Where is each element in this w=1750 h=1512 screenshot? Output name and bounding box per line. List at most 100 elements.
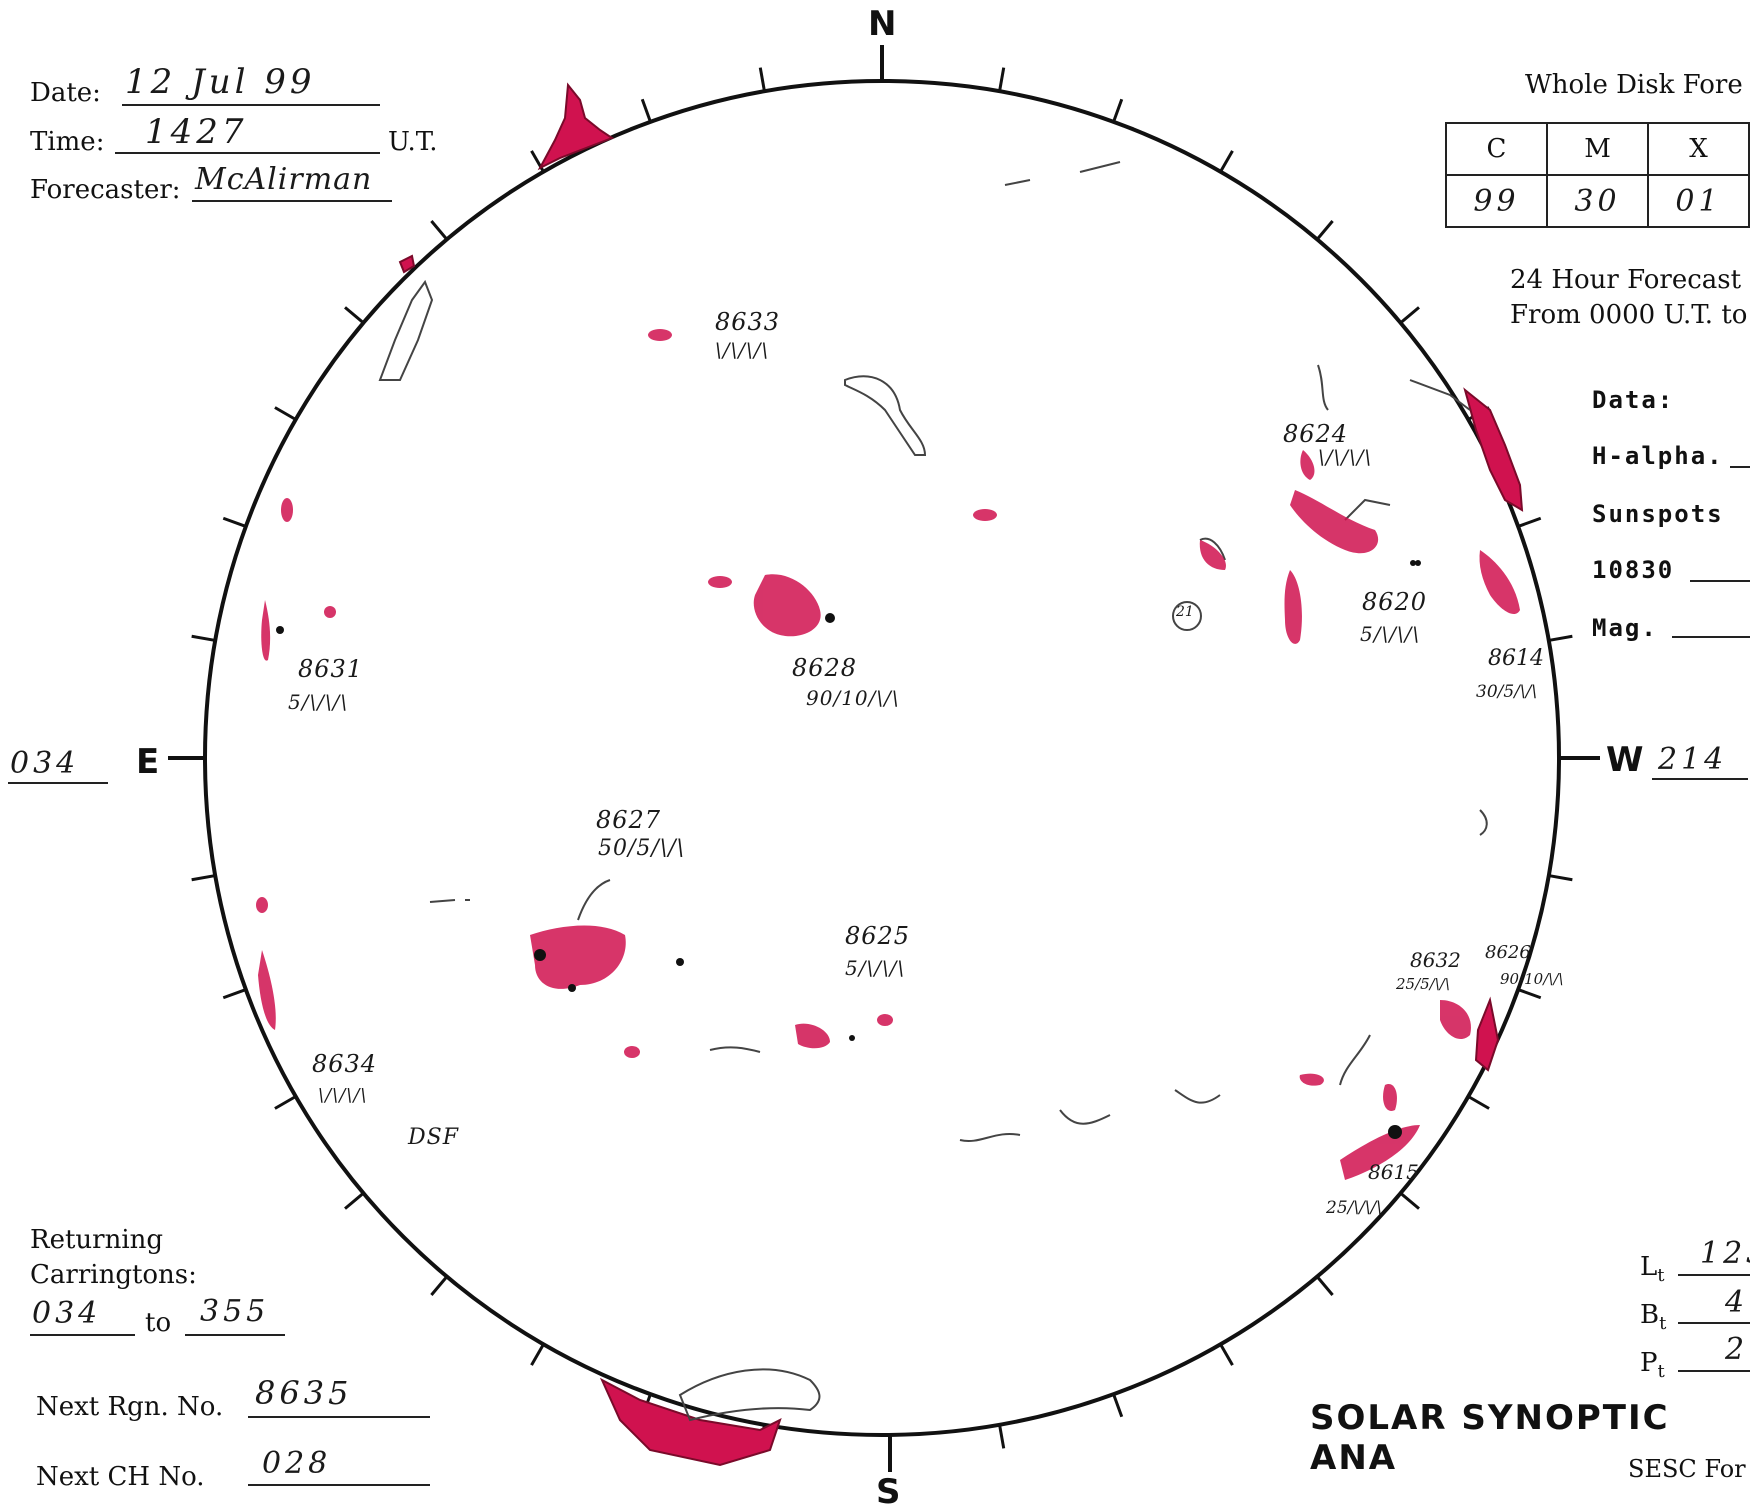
region-8631-number: 8631 [298, 655, 364, 683]
region-8633-number: 8633 [715, 308, 781, 336]
plage-s-dot [624, 1046, 640, 1058]
filament-ne [378, 279, 434, 381]
region-8615-class: 25/\/\/\ [1326, 1198, 1382, 1218]
date-line [122, 104, 380, 106]
limb-tick-130 [1399, 1192, 1420, 1210]
time-unit: U.T. [388, 127, 438, 157]
limb-tick-150 [1219, 1343, 1234, 1366]
plage-8632 [1440, 1000, 1471, 1040]
limb-tick-30 [1219, 150, 1234, 173]
filament-e [577, 879, 611, 921]
filament-e2 [429, 899, 470, 903]
param-lt-line [1678, 1274, 1750, 1276]
forecast-title: Whole Disk Fore [1525, 70, 1743, 100]
forecast-note-2: From 0000 U.T. to [1510, 300, 1748, 330]
limb-tick-330 [530, 150, 545, 173]
west-longitude-line [1652, 778, 1748, 780]
limb-tick-160 [1112, 1393, 1124, 1418]
region-8625-class: 5/\/\/\ [845, 956, 906, 980]
plage-sw-strip [1299, 1073, 1324, 1086]
limb-tick-350 [758, 67, 766, 92]
sunspot-8614 [1415, 560, 1421, 566]
limb-tick-280 [191, 634, 216, 642]
coronal-hole-number: 21 [1176, 604, 1194, 620]
limb-tick-340 [640, 98, 652, 123]
sunspot-8631 [276, 626, 284, 634]
halpha-line [1730, 466, 1750, 468]
next-ch-label: Next CH No. [36, 1462, 205, 1492]
filament-s [678, 1368, 821, 1422]
param-bt-value: 4 [1725, 1285, 1749, 1320]
forecaster-value: McAlirman [195, 162, 373, 197]
form-label: SESC For [1628, 1455, 1746, 1483]
limb-tick-250 [222, 988, 247, 1000]
time-label: Time: [30, 127, 105, 157]
limb-tick-320 [430, 220, 448, 241]
east-longitude: 034 [10, 746, 80, 781]
param-bt: Bt [1640, 1300, 1667, 1335]
limb-tick-10 [998, 67, 1006, 92]
region-8624-number: 8624 [1283, 420, 1349, 448]
forecaster-label: Forecaster: [30, 175, 181, 205]
next-region-label: Next Rgn. No. [36, 1392, 224, 1422]
returning-to-label: to [145, 1308, 172, 1338]
limb-tick-240 [274, 1095, 297, 1110]
filament-s3 [1059, 1109, 1111, 1125]
region-8620-number: 8620 [1362, 588, 1428, 616]
plage-8633 [648, 329, 672, 341]
sunspot-8627b [568, 984, 576, 992]
filament-w1 [1409, 379, 1471, 411]
param-bt-line [1678, 1322, 1750, 1324]
sunspot-8624 [1410, 560, 1416, 566]
disk-tick-marks [191, 67, 1573, 1449]
plage-8628 [753, 574, 821, 637]
returning-from-line [30, 1334, 135, 1336]
region-8633-class: \/\/\/\ [715, 338, 770, 362]
time-line [115, 152, 380, 154]
limb-tick-40 [1316, 220, 1334, 241]
plage-center-e [973, 509, 997, 521]
plage-8625 [795, 1023, 830, 1049]
filament-w5 [1479, 809, 1488, 836]
col-x-value: 01 [1647, 174, 1750, 228]
plage-8625b [877, 1014, 893, 1026]
plage-e-limb [256, 897, 268, 913]
solar-disk-limb [203, 79, 1561, 1437]
plage-e-dot [324, 606, 336, 618]
region-8631-class: 5/\/\/\ [288, 690, 349, 714]
param-lt: Lt [1640, 1252, 1665, 1287]
data-row-halpha: H-alpha. [1592, 442, 1724, 470]
plage-8628b [708, 576, 732, 588]
next-region-value: 8635 [255, 1374, 353, 1412]
plage-8624 [1290, 490, 1379, 554]
sunspot-8625 [849, 1035, 855, 1041]
returning-to-line [185, 1334, 285, 1336]
limb-tick-230 [344, 1192, 365, 1210]
plage-8631 [261, 600, 271, 661]
region-8632-number: 8632 [1410, 948, 1461, 972]
east-label: E [136, 742, 160, 782]
region-8625-number: 8625 [845, 922, 911, 950]
limb-tick-110 [1517, 988, 1542, 1000]
he10830-line [1690, 580, 1750, 582]
sunspot-8627 [534, 949, 546, 961]
mag-line [1672, 636, 1750, 638]
plage-8620 [1284, 570, 1302, 644]
region-8615-number: 8615 [1368, 1160, 1419, 1184]
filament-sw [1174, 1089, 1221, 1104]
filament-c [709, 1046, 761, 1053]
filament-w3 [1317, 364, 1329, 411]
region-8626-class: 90/10/\/\ [1500, 970, 1564, 988]
next-region-line [248, 1416, 430, 1418]
limb-tick-220 [430, 1275, 448, 1296]
region-8632-class: 25/5/\/\ [1396, 975, 1450, 993]
col-c-value: 99 [1445, 174, 1548, 228]
forecast-note-1: 24 Hour Forecast [1510, 265, 1742, 295]
limb-tick-120 [1467, 1095, 1490, 1110]
param-pt: Pt [1640, 1348, 1665, 1383]
forecaster-line [192, 200, 392, 202]
west-label: W [1606, 740, 1644, 780]
filament-ch [1339, 1034, 1371, 1086]
region-8614-number: 8614 [1488, 646, 1544, 671]
filament-w4 [1199, 537, 1226, 561]
